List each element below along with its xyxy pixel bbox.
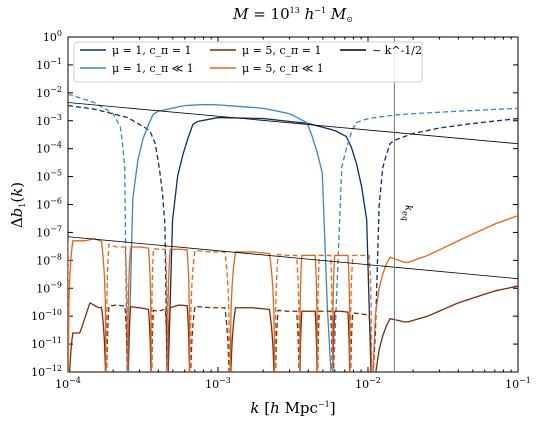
positive-lobe (167, 116, 372, 372)
y-tick-label: 10−5 (36, 169, 62, 184)
power-law-guide-line (68, 236, 518, 280)
negative-lobe (190, 305, 230, 372)
chart-title: M = 1013 h−1 M⊙ (232, 5, 353, 24)
y-tick-label: 10−2 (36, 85, 62, 100)
negative-lobe (189, 249, 231, 372)
negative-lobe (332, 107, 518, 372)
series-4 (68, 214, 518, 372)
positive-lobe (127, 306, 152, 372)
negative-lobe (274, 253, 301, 372)
legend-label: μ = 1, c_π ≪ 1 (112, 62, 194, 75)
negative-lobe (372, 117, 518, 372)
x-axis-label: k [h Mpc−1] (250, 399, 335, 417)
series-1 (68, 104, 518, 372)
negative-lobe (349, 312, 372, 372)
legend-label: μ = 5, c_π = 1 (242, 44, 321, 57)
y-tick-label: 10−4 (36, 141, 62, 156)
series-layer (68, 93, 518, 372)
negative-lobe (317, 310, 333, 372)
power-law-guide-line (68, 102, 518, 145)
y-tick-label: 10−10 (31, 308, 62, 323)
x-tick-label: 10−3 (205, 376, 231, 391)
negative-lobe (274, 309, 300, 372)
y-tick-label: 10−1 (36, 57, 62, 72)
positive-lobe (299, 310, 318, 372)
positive-lobe (69, 301, 107, 372)
plot-area (68, 37, 518, 372)
y-tick-label: 10−8 (36, 252, 62, 267)
negative-lobe (316, 254, 334, 372)
y-tick-label: 10−12 (31, 364, 62, 379)
positive-lobe (127, 103, 332, 372)
series-3 (68, 285, 518, 372)
axis-tick-labels: 10−4 10−3 10−2 10−1 10−12 10−11 10−10 10−9 10−8 1… (31, 29, 531, 391)
y-tick-label: 10−9 (36, 280, 62, 295)
series-5 (68, 102, 518, 280)
positive-lobe (167, 304, 191, 372)
positive-lobe (230, 307, 275, 372)
y-axis-label: Δb1(k) (8, 182, 27, 228)
x-tick-label: 10−2 (355, 376, 381, 391)
positive-lobe (299, 254, 318, 372)
plot-frame (67, 36, 519, 373)
positive-lobe (332, 254, 351, 372)
positive-lobe (375, 285, 518, 372)
y-tick-label: 100 (43, 29, 62, 44)
y-tick-label: 10−3 (36, 113, 62, 128)
legend: μ = 1, c_π = 1 μ = 1, c_π ≪ 1 μ = 5, c_π =… (73, 41, 423, 83)
negative-lobe (349, 254, 373, 372)
negative-lobe (68, 93, 128, 372)
legend-box (73, 41, 423, 83)
negative-lobe (68, 104, 168, 372)
y-tick-label: 10−7 (36, 224, 62, 239)
y-tick-label: 10−11 (31, 336, 62, 351)
negative-lobe (105, 243, 129, 372)
legend-label: ∼ k^-1/2 (372, 44, 422, 57)
negative-lobe (106, 304, 128, 372)
positive-lobe (127, 246, 152, 372)
negative-lobe (151, 308, 168, 372)
negative-lobe (150, 247, 168, 372)
positive-lobe (68, 238, 107, 372)
legend-label: μ = 1, c_π = 1 (112, 44, 191, 57)
x-tick-label: 10−4 (55, 376, 81, 391)
series-2 (68, 93, 518, 372)
k-eq-label: keq (400, 205, 413, 221)
positive-lobe (332, 310, 351, 372)
axis-ticks (67, 36, 519, 373)
positive-lobe (166, 248, 191, 372)
positive-lobe (372, 214, 518, 372)
legend-label: μ = 5, c_π ≪ 1 (242, 62, 324, 75)
positive-lobe (229, 251, 276, 372)
x-tick-label: 10−1 (505, 376, 531, 391)
y-tick-label: 10−6 (36, 197, 62, 212)
